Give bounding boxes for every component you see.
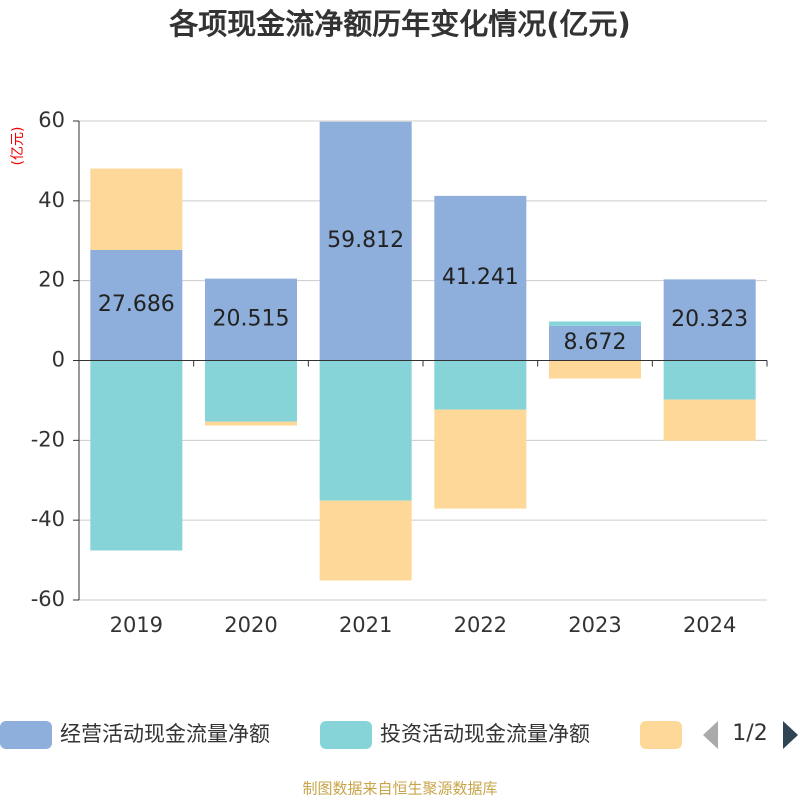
bar xyxy=(663,399,756,441)
data-label: 59.812 xyxy=(327,228,404,253)
data-label: 27.686 xyxy=(98,292,175,317)
y-tick-label: -40 xyxy=(31,507,65,531)
y-axis-label: (亿元) xyxy=(10,127,26,166)
data-label: 41.241 xyxy=(442,265,519,290)
chart-title: 各项现金流净额历年变化情况(亿元) xyxy=(168,7,631,41)
bar xyxy=(549,325,641,361)
bar xyxy=(319,500,412,581)
x-tick-label: 2023 xyxy=(568,613,621,637)
legend-label: 经营活动现金流量净额 xyxy=(60,722,270,746)
bar xyxy=(549,321,641,326)
bar xyxy=(90,249,183,361)
y-tick-label: 0 xyxy=(52,348,65,372)
legend-swatch xyxy=(0,721,52,749)
data-label: 8.672 xyxy=(564,330,627,355)
y-tick-label: -60 xyxy=(31,587,65,611)
bar xyxy=(90,168,183,250)
bar xyxy=(434,195,527,361)
y-tick-label: 60 xyxy=(38,108,65,132)
bar xyxy=(90,360,183,551)
x-tick-label: 2022 xyxy=(454,613,507,637)
data-label: 20.323 xyxy=(671,307,748,332)
data-label: 20.515 xyxy=(213,307,290,332)
bar xyxy=(434,360,527,410)
source-note: 制图数据来自恒生聚源数据库 xyxy=(302,780,497,798)
legend-page: 1/2 xyxy=(732,721,767,746)
bar xyxy=(205,278,297,361)
x-tick-label: 2024 xyxy=(683,613,736,637)
bar xyxy=(205,360,297,422)
legend-swatch xyxy=(640,721,682,749)
bar xyxy=(663,279,756,361)
x-tick-label: 2021 xyxy=(339,613,392,637)
bar xyxy=(319,121,412,361)
legend-prev[interactable] xyxy=(703,721,718,749)
bar xyxy=(549,360,641,379)
y-tick-label: -20 xyxy=(31,427,65,451)
y-tick-label: 40 xyxy=(38,188,65,212)
legend-swatch xyxy=(320,721,372,749)
bar xyxy=(205,421,297,426)
x-tick-label: 2020 xyxy=(224,613,277,637)
x-tick-label: 2019 xyxy=(110,613,163,637)
bar xyxy=(319,360,412,501)
legend-label: 投资活动现金流量净额 xyxy=(380,722,590,746)
bar xyxy=(663,360,756,400)
y-tick-label: 20 xyxy=(38,268,65,292)
bar xyxy=(434,409,527,509)
legend-next[interactable] xyxy=(783,721,798,749)
